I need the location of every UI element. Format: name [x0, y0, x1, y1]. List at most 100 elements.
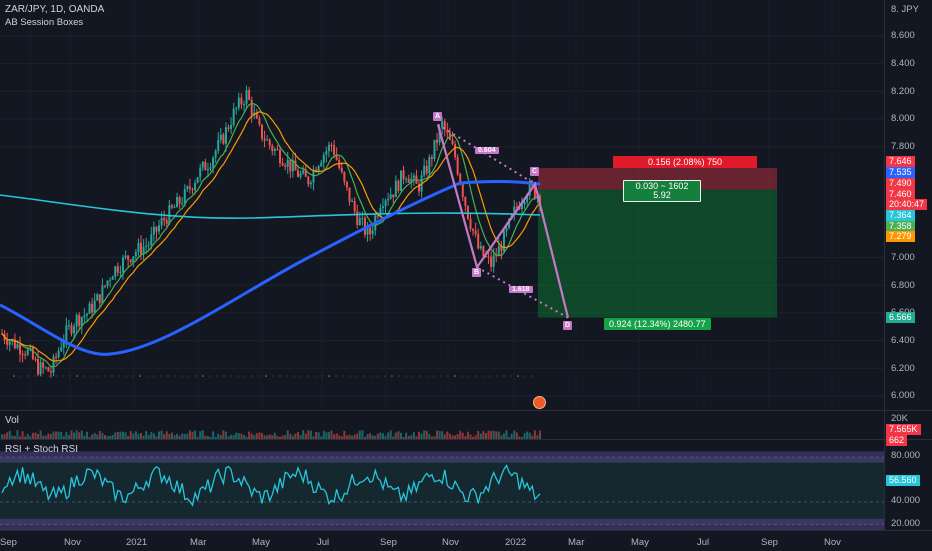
pane-divider[interactable]: [0, 439, 932, 440]
rsi-overbought-band: [0, 451, 884, 463]
volume-bar: [219, 434, 222, 439]
time-label: May: [252, 537, 270, 548]
session-marker: [510, 375, 512, 377]
session-marker: [202, 375, 204, 377]
volume-bar: [502, 433, 505, 439]
candle-body: [492, 255, 495, 267]
candle-body: [196, 177, 199, 183]
volume-bar: [520, 436, 523, 439]
candle-body: [8, 341, 11, 345]
volume-bar: [428, 433, 431, 439]
candle-body: [155, 226, 158, 232]
candle-body: [91, 303, 94, 313]
volume-bar: [245, 436, 248, 439]
volume-bar: [299, 435, 302, 439]
candle-body: [116, 266, 119, 273]
session-marker: [104, 375, 106, 377]
volume-bar: [333, 434, 336, 439]
volume-axis-label: 20K: [891, 413, 908, 424]
candle-body: [165, 220, 168, 224]
candle-body: [428, 157, 431, 174]
candle-body: [96, 294, 99, 301]
volume-bar: [214, 436, 217, 439]
volume-pane[interactable]: Vol: [0, 411, 884, 439]
volume-bar: [49, 434, 52, 439]
price-tag: 7.358: [886, 221, 915, 232]
price-tag: 7.490: [886, 178, 915, 189]
pattern-point-d[interactable]: D: [563, 321, 572, 330]
volume-bar: [230, 434, 233, 439]
volume-bar: [96, 434, 99, 439]
volume-title[interactable]: Vol: [5, 415, 19, 426]
harmonic-pattern-line: [436, 124, 570, 318]
candle-body: [384, 200, 387, 207]
volume-bar: [531, 435, 534, 439]
session-marker: [195, 375, 197, 377]
candle-body: [533, 186, 536, 199]
session-marker: [174, 375, 176, 377]
time-label: Mar: [190, 537, 207, 548]
pane-divider[interactable]: [0, 410, 932, 411]
session-marker: [223, 375, 225, 377]
session-marker: [69, 375, 71, 377]
candle-body: [508, 218, 511, 228]
volume-bar: [222, 430, 225, 439]
volume-bar: [448, 433, 451, 439]
candle-body: [268, 139, 271, 146]
candle-body: [19, 344, 22, 355]
rsi-title[interactable]: RSI + Stoch RSI: [5, 444, 79, 455]
volume-bar: [39, 430, 42, 439]
candle-body: [456, 157, 459, 175]
volume-bar: [410, 435, 413, 439]
volume-bar: [26, 434, 29, 439]
candle-body: [273, 149, 276, 152]
event-flag-icon[interactable]: [533, 396, 546, 409]
session-marker: [293, 375, 295, 377]
volume-bar: [407, 436, 410, 439]
price-tick: 8.600: [891, 30, 915, 41]
time-axis[interactable]: Sep Nov 2021 Mar May Jul Sep Nov 2022 Ma…: [0, 530, 932, 551]
pattern-point-a[interactable]: A: [433, 112, 442, 121]
candle-body: [98, 294, 101, 304]
session-marker: [531, 375, 533, 377]
candle-body: [186, 186, 189, 190]
session-marker: [83, 375, 85, 377]
candle-body: [322, 154, 325, 163]
pattern-point-b[interactable]: B: [472, 268, 481, 277]
volume-bar: [147, 434, 150, 439]
candle-body: [158, 225, 161, 232]
volume-bar: [487, 430, 490, 439]
candle-body: [60, 347, 63, 351]
volume-bar: [297, 431, 300, 439]
rsi-pane[interactable]: RSI + Stoch RSI: [0, 440, 884, 530]
symbol-legend[interactable]: ZAR/JPY, 1D, OANDA: [5, 4, 105, 15]
volume-bar: [121, 431, 124, 439]
time-label: Sep: [0, 537, 17, 548]
price-chart-pane[interactable]: ZAR/JPY, 1D, OANDA AB Session Boxes 0.15…: [0, 0, 884, 410]
candle-body: [13, 339, 16, 349]
volume-bar: [291, 435, 294, 439]
volume-bar: [232, 434, 235, 439]
price-axis[interactable]: 8. JPY 8.600 8.400 8.200 8.000 7.800 7.0…: [884, 0, 932, 530]
volume-bar: [44, 435, 47, 439]
volume-bar: [492, 430, 495, 439]
candle-body: [176, 197, 179, 208]
candle-body: [474, 230, 477, 234]
volume-bar: [1, 434, 3, 439]
candle-body: [461, 184, 464, 198]
time-label: Mar: [568, 537, 585, 548]
volume-bar: [237, 433, 240, 439]
session-marker: [377, 375, 379, 377]
session-marker: [307, 375, 309, 377]
session-marker: [489, 375, 491, 377]
pattern-point-c[interactable]: C: [530, 167, 539, 176]
rsi-tag: 56.560: [886, 475, 920, 486]
price-chart-canvas[interactable]: [0, 0, 884, 410]
session-marker: [426, 375, 428, 377]
indicator-legend[interactable]: AB Session Boxes: [5, 17, 84, 28]
candle-body: [389, 194, 392, 199]
candle-body: [399, 170, 402, 191]
volume-bar: [294, 433, 297, 439]
candle-body: [160, 217, 163, 226]
session-marker: [370, 375, 372, 377]
